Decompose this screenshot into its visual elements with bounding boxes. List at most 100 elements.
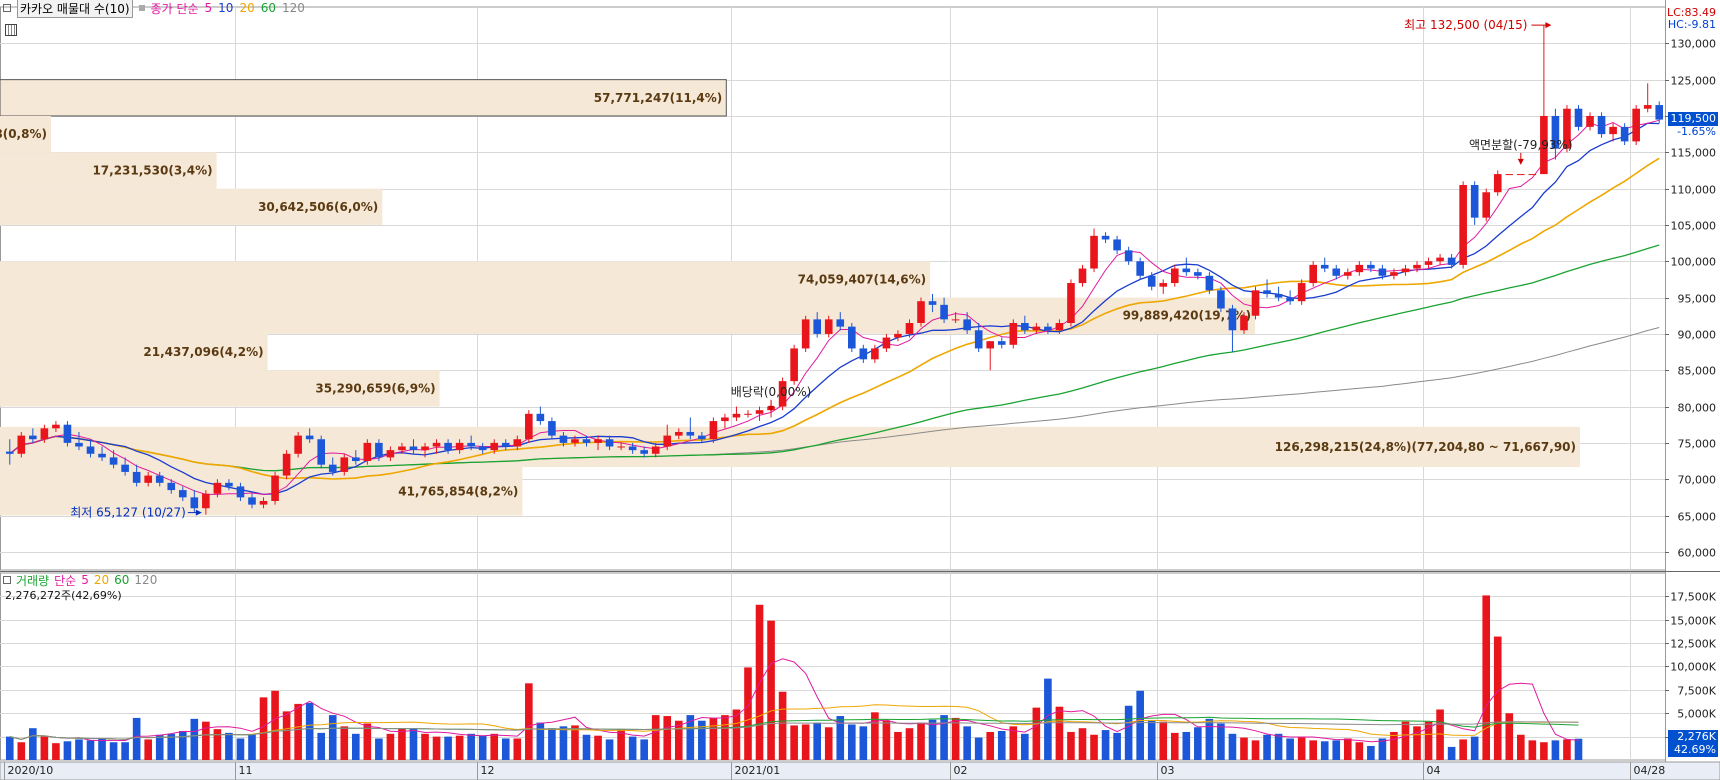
volume-bar — [1113, 732, 1121, 760]
candle-body — [1090, 235, 1098, 269]
candle-body — [894, 333, 902, 338]
candle-body — [1124, 250, 1133, 262]
candle-body — [1136, 261, 1144, 276]
volume-bar — [305, 702, 314, 760]
candle-body — [109, 457, 118, 465]
volume-bar — [1574, 738, 1583, 760]
last-volume-tag: 2,276K — [1668, 730, 1718, 744]
volume-bar — [1528, 740, 1537, 760]
candle-body — [663, 435, 672, 447]
volume-tick-label: 5,000K — [1677, 708, 1716, 721]
volume-bar — [1240, 737, 1248, 760]
last-price-tag: 119,500 — [1668, 112, 1718, 126]
candle-body — [963, 319, 971, 331]
candle-body — [1101, 235, 1110, 240]
candle-body — [1343, 272, 1352, 276]
volume-ma-5: 5 — [81, 573, 89, 587]
candle-body — [755, 410, 764, 414]
volume-profile-label: 41,765,854(8,2%) — [398, 484, 518, 498]
candle-body — [1297, 283, 1306, 302]
volume-bar — [1355, 742, 1364, 760]
price-tick-label: 115,000 — [1671, 147, 1717, 160]
candle-body — [1632, 108, 1640, 142]
volume-bar — [155, 734, 164, 760]
candle-body — [674, 431, 683, 436]
volume-bar — [824, 727, 833, 760]
annotation-event: 배당락(0,00%) — [731, 385, 812, 399]
volume-bar — [525, 683, 533, 760]
volume-bar — [109, 742, 118, 760]
price-tick-label: 95,000 — [1678, 293, 1717, 306]
candle-body — [421, 446, 429, 451]
candle-body — [698, 435, 706, 440]
candle-body — [178, 490, 187, 498]
price-ma-10-line — [9, 122, 1660, 496]
volume-checkbox-icon[interactable] — [3, 576, 11, 584]
volume-bar — [1563, 739, 1571, 760]
candle-body — [1586, 115, 1594, 127]
candle-body — [409, 446, 418, 451]
volume-bar — [1021, 733, 1029, 760]
x-axis-label: 02 — [954, 764, 968, 777]
candle-body — [571, 439, 579, 443]
candle-body — [1378, 268, 1387, 276]
candle-body — [1251, 290, 1260, 316]
candle-body — [1459, 184, 1467, 265]
volume-bar — [1470, 736, 1479, 760]
candle-body — [75, 442, 83, 447]
volume-profile-label: 35,290,659(6,9%) — [315, 381, 435, 395]
volume-tick-label: 7,500K — [1677, 685, 1716, 698]
candle-body — [594, 439, 602, 443]
volume-bar — [617, 729, 625, 760]
candle-body — [732, 413, 741, 418]
price-tick-label: 70,000 — [1678, 474, 1717, 487]
volume-bar — [1436, 709, 1444, 760]
candle-body — [997, 341, 1006, 345]
volume-bar — [778, 691, 787, 760]
candle-body — [1401, 268, 1410, 273]
candle-body — [167, 482, 176, 491]
volume-bar — [1170, 732, 1179, 760]
volume-bar — [917, 722, 925, 760]
volume-bar — [1517, 734, 1525, 760]
volume-bar — [352, 733, 360, 760]
volume-bar — [1332, 740, 1341, 760]
volume-bar — [282, 711, 291, 760]
indicator-checkbox-icon[interactable] — [3, 4, 11, 12]
volume-bar — [1228, 733, 1237, 760]
volume-bar — [1320, 741, 1329, 760]
candle-body — [513, 439, 522, 447]
last-volume-pct-tag: 42.69% — [1668, 743, 1718, 757]
volume-bar — [1378, 738, 1387, 760]
volume-profile-bar — [0, 467, 523, 516]
volume-bar — [997, 731, 1006, 760]
volume-bar — [17, 742, 26, 760]
candle-body — [859, 348, 868, 360]
candle-body — [432, 442, 441, 447]
volume-profile-label: 3,930,438(0,8%) — [0, 127, 47, 141]
candle-body — [813, 319, 822, 334]
ma-checkbox-icon[interactable] — [138, 5, 145, 11]
candle-body — [202, 493, 210, 509]
candle-body — [444, 442, 452, 451]
volume-bar — [225, 732, 233, 760]
calendar-grid-icon[interactable] — [5, 24, 17, 36]
volume-bar — [686, 715, 695, 760]
volume-bar — [871, 712, 879, 760]
indicator-name[interactable]: 카카오 매물대 수(10) — [17, 0, 133, 18]
x-axis-label: 2020/10 — [8, 764, 54, 777]
volume-bar — [1367, 745, 1375, 760]
volume-bar — [501, 738, 510, 760]
candle-body — [52, 424, 60, 429]
volume-bar — [894, 731, 902, 760]
price-tick-label: 125,000 — [1671, 75, 1717, 88]
candle-body — [259, 500, 268, 505]
volume-bar — [1551, 740, 1560, 760]
candle-body — [1563, 108, 1571, 149]
volume-ma-20: 20 — [93, 573, 110, 587]
candle-body — [29, 435, 37, 440]
candle-body — [1470, 184, 1479, 218]
candle-body — [1643, 105, 1652, 109]
candle-body — [248, 497, 256, 505]
